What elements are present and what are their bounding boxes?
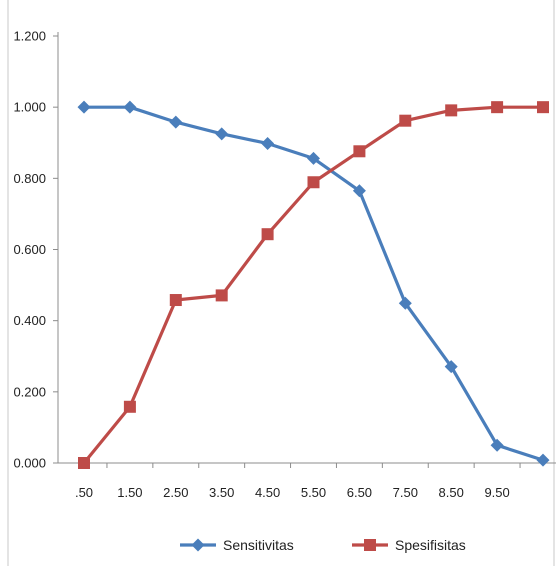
y-tick-label: 0.000	[13, 456, 46, 471]
data-point-diamond	[398, 296, 412, 310]
x-tick-label: 7.50	[393, 485, 418, 500]
data-point-diamond	[215, 127, 229, 141]
x-tick-label: 4.50	[255, 485, 280, 500]
data-point-diamond	[307, 151, 320, 165]
x-tick-label: .50	[75, 485, 93, 500]
data-point-diamond	[352, 184, 366, 198]
data-point-diamond	[77, 100, 91, 114]
legend-item: Sensitivitas	[180, 537, 294, 553]
y-tick-label: 0.800	[13, 171, 46, 186]
data-point-diamond	[123, 100, 137, 114]
series-spesifisitas	[78, 101, 549, 469]
x-tick-label: 8.50	[439, 485, 464, 500]
y-tick-label: 0.600	[13, 242, 46, 257]
x-tick-label: 9.50	[484, 485, 509, 500]
x-tick-label: 6.50	[347, 485, 372, 500]
legend-diamond-marker	[191, 538, 205, 552]
legend-label: Sensitivitas	[223, 537, 294, 553]
legend-label: Spesifisitas	[395, 537, 466, 553]
y-tick-label: 1.200	[13, 29, 46, 44]
data-point-square	[261, 228, 274, 241]
x-tick-label: 2.50	[163, 485, 188, 500]
series-sensitivitas	[77, 100, 550, 467]
data-point-diamond	[261, 136, 275, 150]
data-point-square	[491, 101, 504, 114]
y-tick-label: 0.400	[13, 313, 46, 328]
data-point-square	[537, 101, 549, 114]
data-point-square	[123, 400, 136, 413]
data-point-diamond	[536, 453, 550, 467]
legend-item: Spesifisitas	[352, 537, 466, 553]
x-tick-label: 1.50	[117, 485, 142, 500]
data-point-diamond	[169, 115, 183, 129]
y-tick-label: 0.200	[13, 384, 46, 399]
data-point-square	[215, 289, 228, 302]
data-point-square	[169, 294, 182, 307]
legend: Sensitivitas Spesifisitas	[180, 537, 466, 553]
y-tick-label: 1.000	[13, 100, 46, 115]
x-tick-label: 5.50	[301, 485, 326, 500]
series-layer	[77, 100, 550, 469]
data-point-diamond	[490, 438, 504, 452]
legend-square-marker	[364, 539, 376, 551]
axes: 0.000 0.200 0.400 0.600 0.800 1.000 1.200 .50 1.…	[13, 29, 556, 500]
data-point-square	[307, 176, 320, 189]
data-point-square	[78, 457, 90, 469]
data-point-square	[353, 145, 366, 158]
x-tick-label: 3.50	[209, 485, 234, 500]
data-point-diamond	[444, 360, 458, 374]
data-point-square	[445, 104, 458, 117]
data-point-square	[399, 114, 412, 127]
